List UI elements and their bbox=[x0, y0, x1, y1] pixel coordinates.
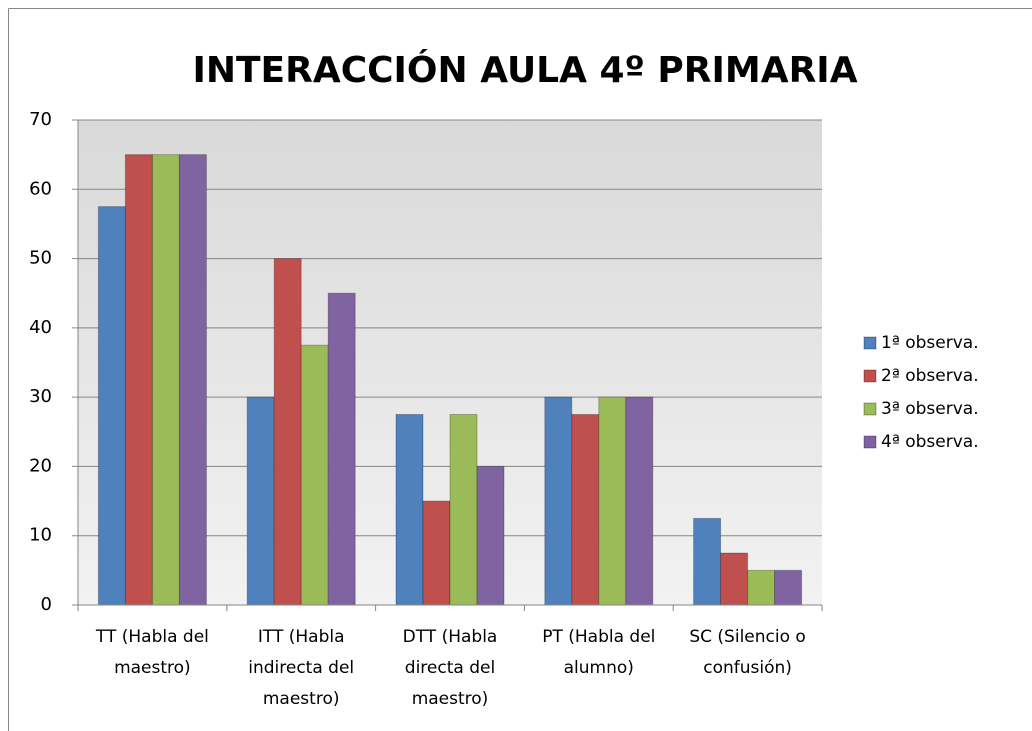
y-tick-label: 40 bbox=[29, 317, 52, 338]
x-tick-label: TT (Habla del maestro) bbox=[95, 627, 209, 678]
bar bbox=[124, 154, 153, 606]
bar bbox=[395, 413, 424, 606]
bar bbox=[774, 569, 803, 606]
bar bbox=[476, 465, 505, 606]
bar bbox=[598, 396, 627, 606]
bar bbox=[449, 413, 478, 606]
bar bbox=[720, 552, 749, 606]
legend-swatch bbox=[863, 402, 877, 416]
x-tick-label: ITT (Habla indirecta del maestro) bbox=[248, 627, 355, 709]
legend-label: 3ª observa. bbox=[881, 399, 979, 419]
y-tick-label: 50 bbox=[29, 248, 52, 269]
y-tick-label: 10 bbox=[29, 525, 52, 546]
bar bbox=[273, 258, 302, 606]
y-tick-label: 30 bbox=[29, 386, 52, 407]
bar bbox=[151, 154, 180, 606]
bar bbox=[327, 292, 356, 606]
legend-label: 2ª observa. bbox=[881, 366, 979, 386]
y-tick-label: 60 bbox=[29, 178, 52, 199]
bar bbox=[422, 500, 451, 606]
bar bbox=[747, 569, 776, 606]
x-tick-label: DTT (Habla directa del maestro) bbox=[402, 627, 498, 709]
bar bbox=[246, 396, 275, 606]
y-tick-label: 70 bbox=[29, 109, 52, 130]
legend-label: 1ª observa. bbox=[881, 333, 979, 353]
bar bbox=[178, 154, 207, 606]
bar bbox=[300, 344, 329, 606]
x-tick-label: SC (Silencio o confusión) bbox=[689, 627, 806, 678]
legend-swatch bbox=[863, 369, 877, 383]
y-tick-label: 20 bbox=[29, 455, 52, 476]
y-tick-label: 0 bbox=[41, 594, 52, 615]
legend-swatch bbox=[863, 336, 877, 350]
x-tick-label: PT (Habla del alumno) bbox=[542, 627, 656, 678]
legend-swatch bbox=[863, 435, 877, 449]
bar bbox=[625, 396, 654, 606]
legend-label: 4ª observa. bbox=[881, 432, 979, 452]
bar bbox=[544, 396, 573, 606]
bar bbox=[693, 517, 722, 606]
bar bbox=[571, 413, 600, 606]
bar bbox=[97, 206, 126, 606]
chart-title: INTERACCIÓN AULA 4º PRIMARIA bbox=[192, 49, 857, 91]
